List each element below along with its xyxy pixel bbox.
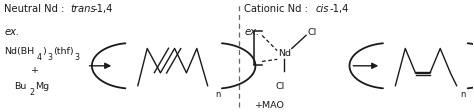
Text: +MAO: +MAO xyxy=(255,101,285,110)
Text: Bu: Bu xyxy=(14,82,26,91)
Text: (thf): (thf) xyxy=(53,47,74,56)
Text: 4: 4 xyxy=(36,53,42,62)
Text: Cationic Nd :: Cationic Nd : xyxy=(244,4,311,14)
Text: ex.: ex. xyxy=(244,27,259,37)
Text: trans: trans xyxy=(71,4,96,14)
Text: ex.: ex. xyxy=(4,27,19,37)
Text: ): ) xyxy=(42,47,46,56)
Text: +: + xyxy=(30,66,38,75)
Text: n: n xyxy=(460,90,465,99)
Text: n: n xyxy=(216,90,221,99)
Text: Cl: Cl xyxy=(308,28,317,37)
Text: Nd: Nd xyxy=(278,49,291,58)
Text: -1,4: -1,4 xyxy=(93,4,113,14)
Text: cis: cis xyxy=(316,4,329,14)
Text: 2: 2 xyxy=(29,87,34,97)
Text: Cl: Cl xyxy=(276,82,285,91)
Text: Nd(BH: Nd(BH xyxy=(4,47,35,56)
Text: Neutral Nd :: Neutral Nd : xyxy=(4,4,68,14)
Text: 3: 3 xyxy=(47,53,52,62)
Text: Mg: Mg xyxy=(35,82,49,91)
Text: 3: 3 xyxy=(74,53,80,62)
Text: -1,4: -1,4 xyxy=(329,4,348,14)
